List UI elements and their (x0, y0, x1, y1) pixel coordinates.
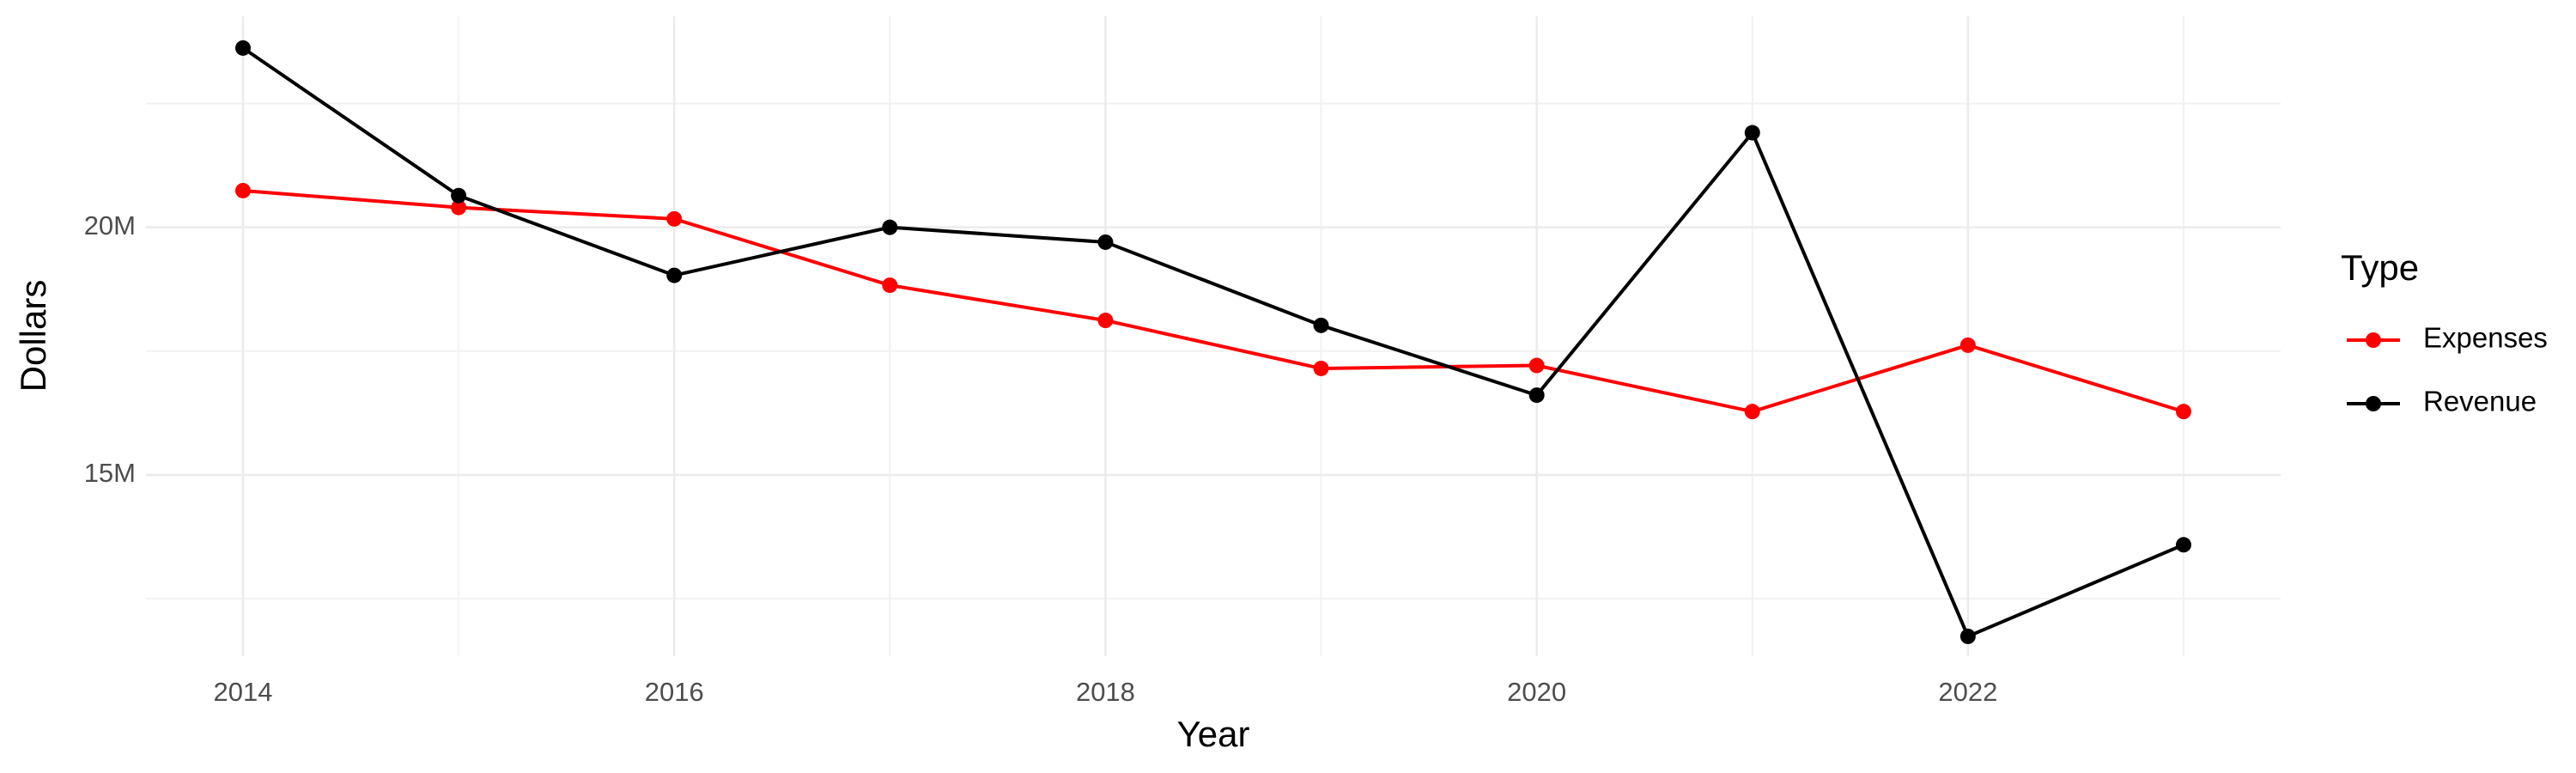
data-point (1744, 404, 1760, 420)
data-point (1959, 628, 1976, 644)
grid (146, 16, 2281, 656)
legend-label: Revenue (2423, 386, 2537, 417)
data-point (1097, 313, 1114, 329)
x-tick-label: 2014 (214, 677, 273, 707)
x-axis-title: Year (1177, 714, 1250, 754)
x-tick-label: 2020 (1507, 677, 1566, 707)
data-point (451, 199, 467, 216)
legend-title: Type (2341, 247, 2419, 288)
data-point (1528, 357, 1545, 374)
series-line (241, 46, 2184, 639)
data-point (1313, 360, 1329, 376)
y-tick-label: 15M (84, 458, 136, 488)
legend-marker (2366, 396, 2381, 411)
legend-marker (2366, 332, 2381, 348)
data-point (1097, 234, 1114, 250)
data-point (1313, 317, 1329, 333)
data-point (1528, 387, 1545, 404)
x-tick-label: 2022 (1938, 677, 1997, 707)
data-point (451, 187, 467, 204)
x-tick-label: 2016 (645, 677, 704, 707)
y-axis-title: Dollars (13, 280, 53, 393)
data-point (882, 277, 898, 294)
x-tick-label: 2018 (1076, 677, 1135, 707)
y-tick-label: 20M (84, 210, 136, 240)
data-point (2176, 537, 2191, 553)
series-line (242, 188, 2184, 414)
data-point (1959, 337, 1976, 353)
data-point (1744, 125, 1760, 141)
data-point (235, 40, 251, 56)
data-point (882, 219, 898, 235)
data-point (2176, 404, 2191, 420)
legend-label: Expenses (2423, 322, 2548, 354)
data-point (235, 182, 251, 198)
data-point (666, 210, 683, 227)
data-point (666, 267, 683, 283)
